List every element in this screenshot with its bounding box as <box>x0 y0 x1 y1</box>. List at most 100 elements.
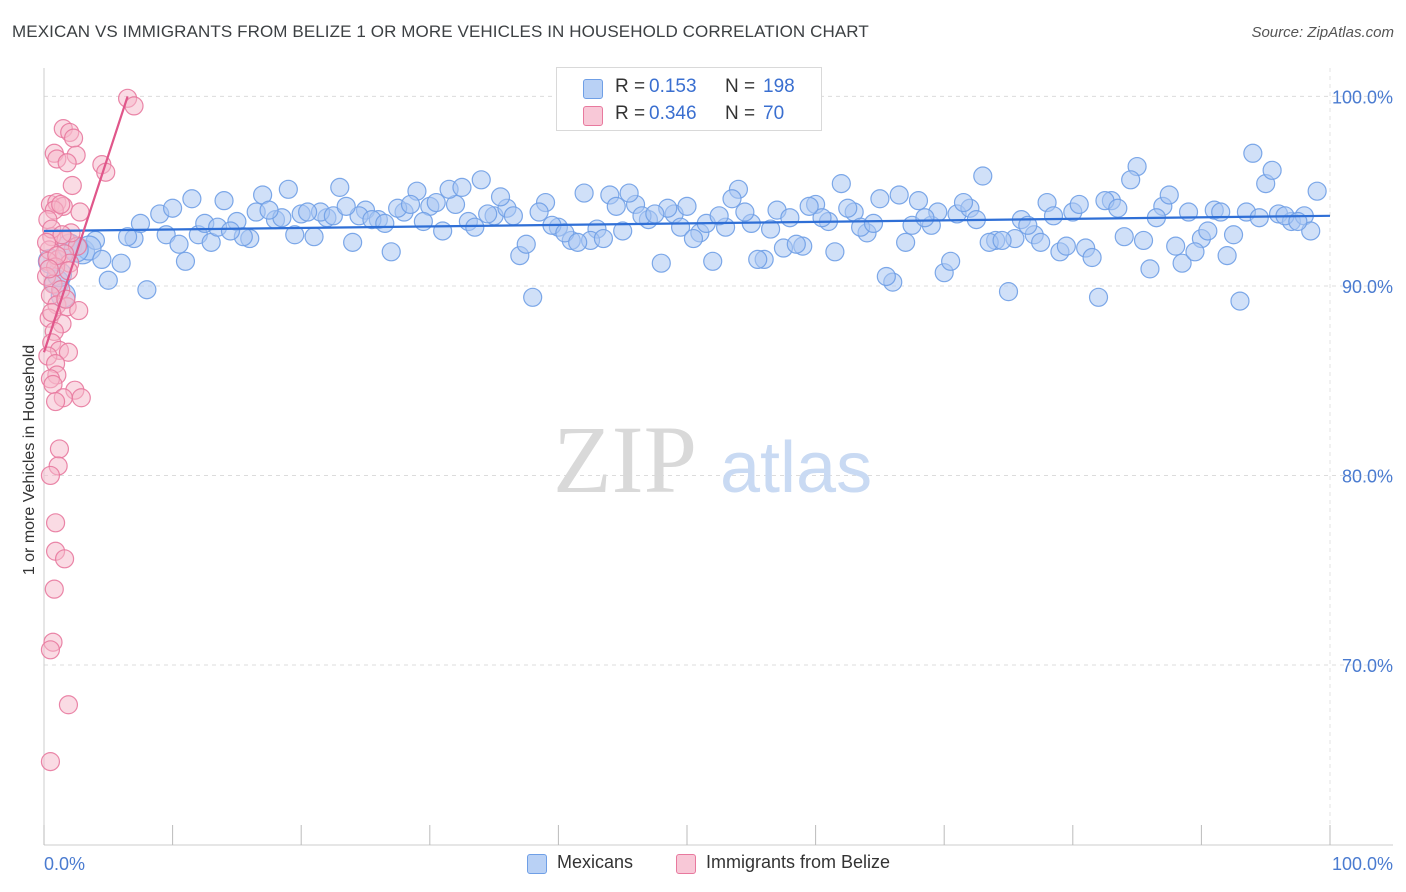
point-mexicans <box>214 191 234 211</box>
point-mexicans <box>169 234 189 254</box>
point-mexicans <box>1133 230 1154 251</box>
point-mexicans <box>1198 221 1218 241</box>
point-mexicans <box>1211 202 1231 222</box>
point-belize <box>57 153 77 173</box>
point-mexicans <box>336 196 356 216</box>
point-mexicans <box>1108 198 1128 218</box>
point-mexicans <box>1088 287 1109 307</box>
point-mexicans <box>1217 246 1237 266</box>
point-mexicans <box>413 211 433 232</box>
source-label: Source: ZipAtlas.com <box>1251 24 1394 41</box>
point-mexicans <box>137 280 157 300</box>
point-mexicans <box>1262 160 1282 180</box>
point-mexicans <box>92 249 112 270</box>
point-mexicans <box>941 251 961 271</box>
point-belize <box>36 232 57 252</box>
point-mexicans <box>111 253 131 273</box>
point-belize <box>71 388 91 408</box>
trend-layer <box>42 96 1331 353</box>
point-mexicans <box>1185 242 1205 262</box>
point-mexicans <box>529 202 549 222</box>
point-mexicans <box>98 270 118 290</box>
series-label-belize: Immigrants from Belize <box>706 852 891 872</box>
point-mexicans <box>1301 221 1321 241</box>
point-mexicans <box>1223 225 1244 245</box>
correlation-legend: R = 0.153 N = 198 R = 0.346 N = 70 <box>556 67 822 131</box>
point-mexicans <box>285 225 305 245</box>
point-mexicans <box>593 228 614 249</box>
point-mexicans <box>1082 247 1102 268</box>
point-belize <box>45 391 66 412</box>
point-mexicans <box>780 208 800 228</box>
legend-r-label: R = <box>615 103 646 124</box>
point-mexicans <box>619 183 639 203</box>
point-belize <box>56 289 76 309</box>
point-belize <box>58 695 79 715</box>
point-mexicans <box>182 189 202 209</box>
point-mexicans <box>1172 253 1192 273</box>
point-belize <box>58 342 79 362</box>
legend-n-value: 198 <box>763 76 795 97</box>
trend-line-belize <box>42 96 129 353</box>
point-mexicans <box>825 242 845 262</box>
point-mexicans <box>645 204 665 224</box>
point-mexicans <box>677 196 697 216</box>
point-belize <box>40 640 61 660</box>
point-mexicans <box>1069 194 1089 215</box>
point-mexicans <box>703 251 723 271</box>
legend-row-mexicans: R = 0.153 N = 198 <box>557 73 821 101</box>
point-belize <box>62 175 82 196</box>
watermark: ZIP atlas <box>553 406 872 513</box>
point-mexicans <box>1140 259 1160 279</box>
point-mexicans <box>381 242 401 262</box>
point-mexicans <box>1018 215 1038 235</box>
point-belize <box>40 465 61 486</box>
point-mexicans <box>220 221 241 241</box>
series-swatch-mexicans <box>527 854 547 874</box>
legend-r-label: R = <box>615 76 646 97</box>
point-mexicans <box>278 179 298 199</box>
trend-line-mexicans <box>43 214 1331 233</box>
legend-n-label: N = <box>725 76 756 97</box>
point-mexicans <box>613 221 633 241</box>
point-belize <box>69 300 89 321</box>
point-mexicans <box>503 206 523 226</box>
point-mexicans <box>117 227 138 247</box>
point-mexicans <box>523 287 543 307</box>
tick-labels-layer: 70.0% 80.0% 90.0% 100.0% 0.0% 100.0% <box>44 87 1393 874</box>
point-mexicans <box>998 282 1019 302</box>
point-mexicans <box>471 170 491 190</box>
point-mexicans <box>889 185 909 205</box>
point-mexicans <box>1307 181 1327 201</box>
point-mexicans <box>748 249 768 270</box>
y-tick-label: 100.0% <box>1332 87 1393 107</box>
point-mexicans <box>973 166 993 186</box>
point-mexicans <box>1230 291 1250 311</box>
point-mexicans <box>1056 236 1076 256</box>
point-mexicans <box>838 198 858 218</box>
point-belize <box>70 202 90 222</box>
point-mexicans <box>516 234 536 254</box>
point-mexicans <box>343 232 363 252</box>
point-mexicans <box>323 206 343 226</box>
point-mexicans <box>760 219 781 239</box>
series-label-mexicans: Mexicans <box>557 852 634 872</box>
point-belize <box>63 128 84 148</box>
point-mexicans <box>1031 232 1051 252</box>
point-mexicans <box>735 202 755 222</box>
series-legend: Mexicans Immigrants from Belize <box>0 852 1406 878</box>
y-tick-label: 80.0% <box>1342 466 1393 486</box>
point-mexicans <box>831 174 851 194</box>
point-mexicans <box>426 192 446 213</box>
point-mexicans <box>304 227 324 247</box>
point-mexicans <box>375 213 395 233</box>
legend-n-value: 70 <box>763 103 785 124</box>
point-belize <box>40 752 61 772</box>
point-mexicans <box>452 177 472 197</box>
point-mexicans <box>799 196 819 216</box>
point-mexicans <box>863 213 884 233</box>
point-mexicans <box>175 251 196 271</box>
point-belize <box>54 549 75 569</box>
point-mexicans <box>1243 143 1263 163</box>
